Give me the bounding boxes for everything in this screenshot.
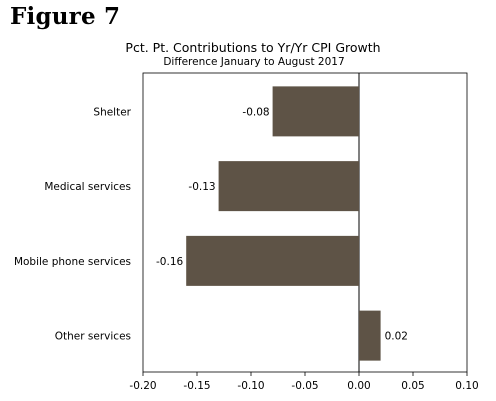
category-label-1: Medical services	[44, 181, 131, 193]
bar-0	[272, 86, 359, 137]
value-label-2: -0.16	[156, 256, 183, 268]
value-label-3: 0.02	[385, 331, 408, 343]
x-tick-label-2: -0.10	[237, 380, 264, 392]
x-tick-label-0: -0.20	[129, 380, 156, 392]
x-tick-label-6: 0.10	[455, 380, 478, 392]
bar-2	[186, 235, 359, 286]
x-tick-label-3: -0.05	[291, 380, 318, 392]
x-tick-label-1: -0.15	[183, 380, 210, 392]
x-tick-label-4: 0.00	[347, 380, 370, 392]
chart-subtitle: Difference January to August 2017	[163, 56, 345, 68]
value-label-1: -0.13	[188, 181, 215, 193]
bar-1	[218, 161, 359, 212]
bar-3	[359, 310, 381, 361]
chart-title: Pct. Pt. Contributions to Yr/Yr CPI Grow…	[125, 40, 381, 55]
figure-label: Figure 7	[10, 3, 121, 30]
category-label-2: Mobile phone services	[14, 256, 131, 268]
value-label-0: -0.08	[242, 106, 269, 118]
x-tick-label-5: 0.05	[401, 380, 424, 392]
category-label-3: Other services	[55, 331, 131, 343]
category-label-0: Shelter	[93, 106, 131, 118]
